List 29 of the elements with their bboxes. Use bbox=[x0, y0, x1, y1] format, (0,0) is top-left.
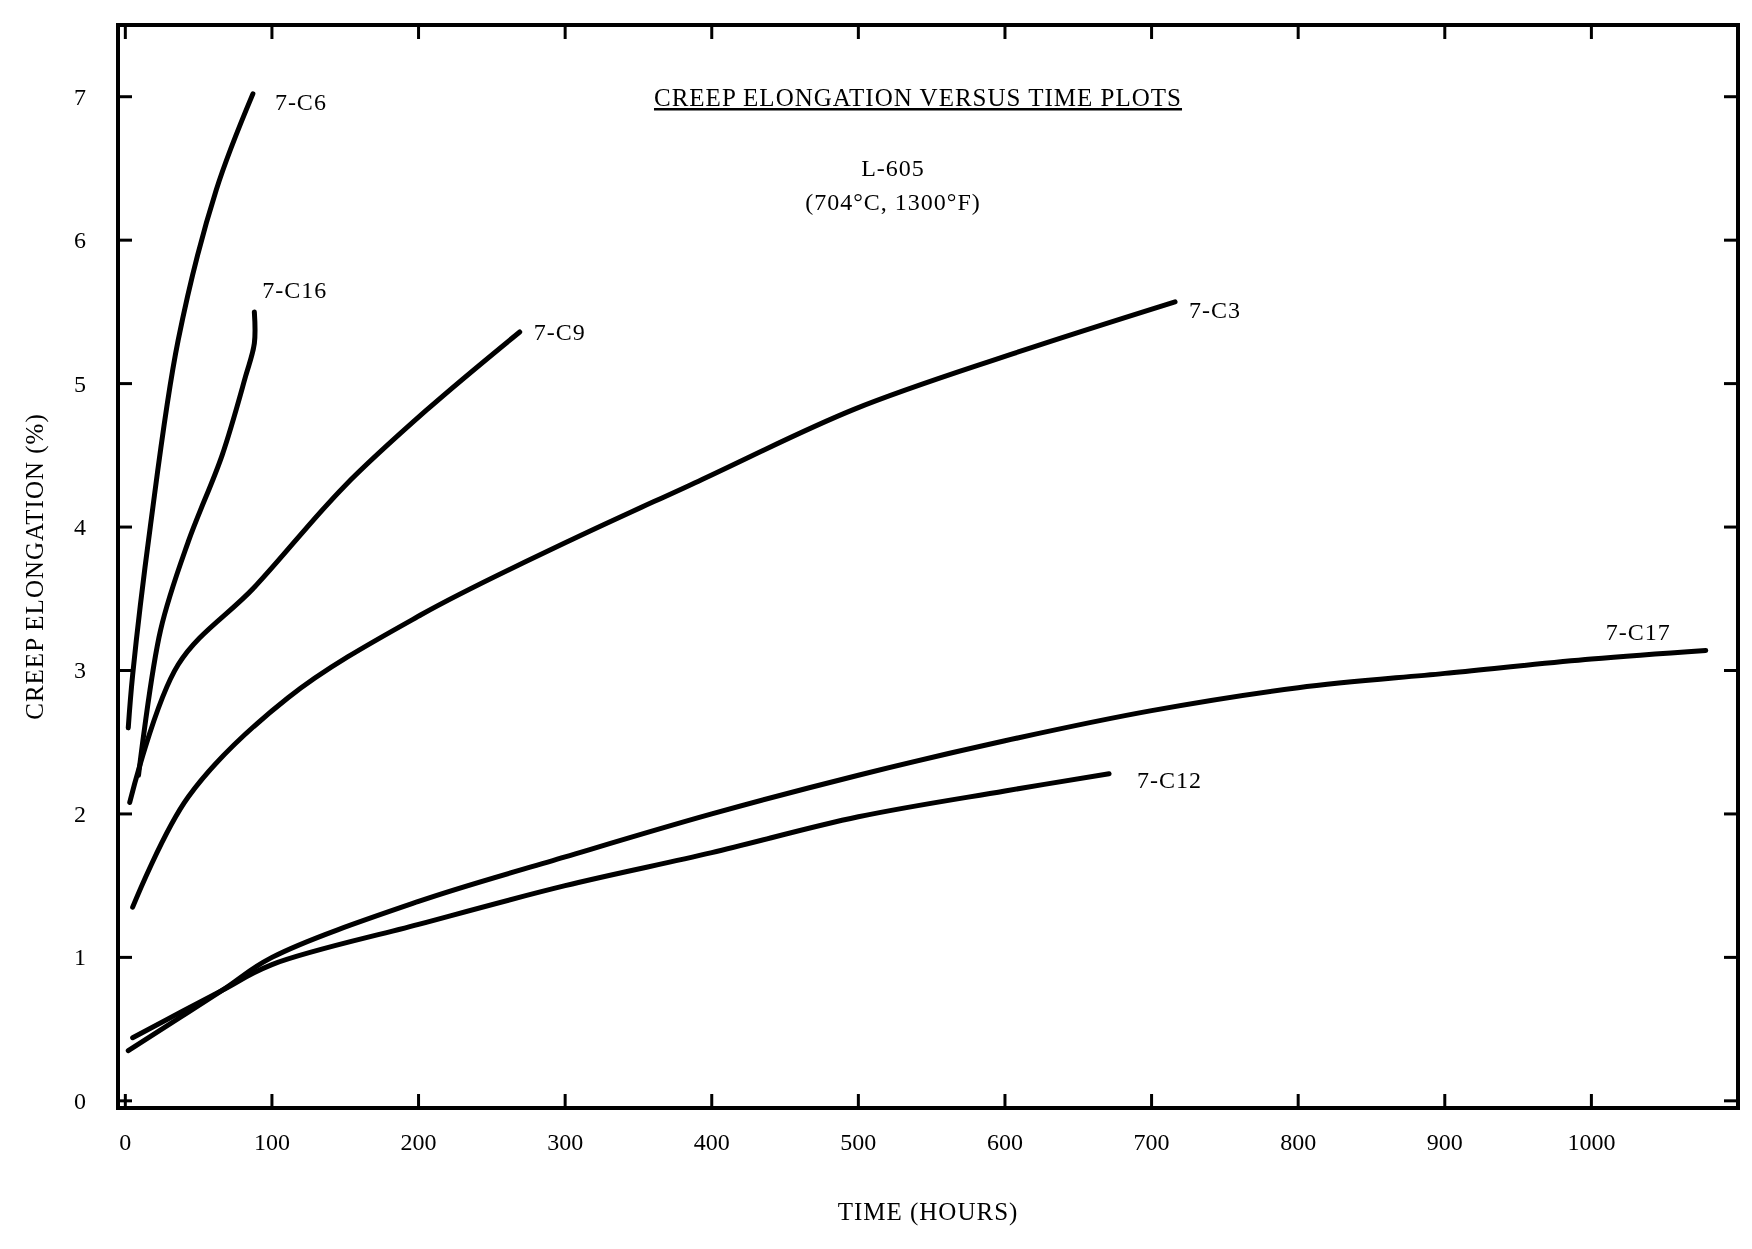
series-label: 7-C6 bbox=[274, 88, 327, 115]
y-tick-label: 2 bbox=[74, 800, 86, 827]
x-tick-label: 600 bbox=[986, 1129, 1023, 1155]
x-tick-label: 700 bbox=[1133, 1129, 1170, 1155]
x-tick-label: 1000 bbox=[1567, 1129, 1616, 1155]
x-tick-label: 0 bbox=[119, 1129, 132, 1155]
x-tick-label: 100 bbox=[253, 1129, 290, 1155]
x-axis-title: TIME (HOURS) bbox=[837, 1198, 1019, 1226]
series-label: 7-C16 bbox=[262, 276, 328, 303]
y-tick-label: 1 bbox=[74, 944, 86, 971]
series-label: 7-C9 bbox=[533, 318, 586, 345]
series-label: 7-C3 bbox=[1189, 296, 1242, 323]
x-tick-label: 900 bbox=[1426, 1129, 1463, 1155]
y-axis-title: CREEP ELONGATION (%) bbox=[21, 413, 49, 720]
x-tick-label: 300 bbox=[547, 1129, 584, 1155]
x-tick-label: 200 bbox=[400, 1129, 437, 1155]
text: CREEP ELONGATION VERSUS TIME PLOTS bbox=[653, 84, 1183, 111]
y-tick-label: 6 bbox=[74, 227, 86, 254]
series-label: 7-C17 bbox=[1605, 619, 1671, 646]
y-tick-label: 5 bbox=[74, 370, 86, 397]
y-tick-label: 7 bbox=[74, 83, 86, 110]
y-tick-label: 4 bbox=[74, 514, 86, 541]
x-tick-label: 400 bbox=[693, 1129, 730, 1155]
y-tick-label: 3 bbox=[74, 657, 86, 684]
y-tick-label: 0 bbox=[74, 1087, 86, 1114]
x-tick-label: 500 bbox=[840, 1129, 877, 1155]
x-tick-label: 800 bbox=[1280, 1129, 1317, 1155]
series-label: 7-C12 bbox=[1137, 766, 1203, 793]
text: L-605 (704°C, 1300°F) bbox=[805, 155, 981, 215]
